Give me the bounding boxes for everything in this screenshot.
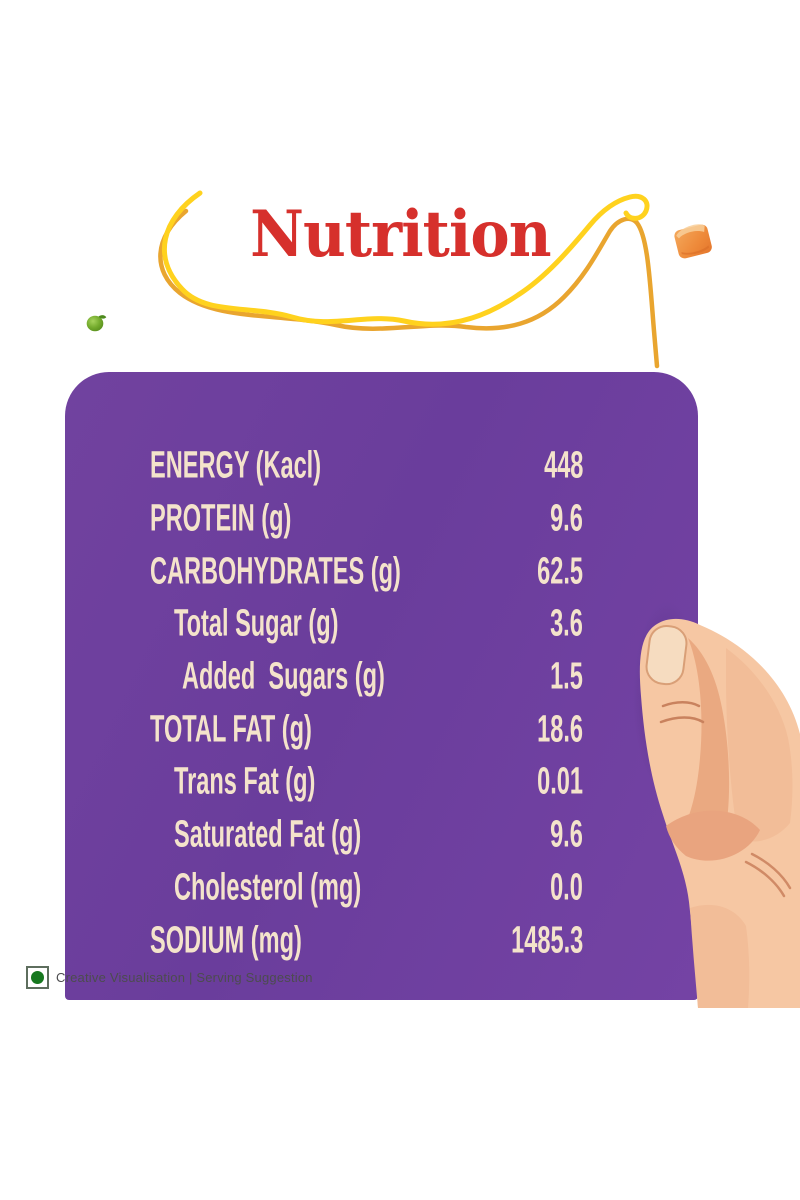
nutrient-label: Cholesterol (mg) xyxy=(174,866,362,909)
table-row: ENERGY (Kacl) 448 xyxy=(65,441,698,494)
footer: Creative Visualisation | Serving Suggest… xyxy=(26,965,313,989)
table-row: Trans Fat (g) 0.01 xyxy=(65,757,698,810)
nutrient-label: PROTEIN (g) xyxy=(150,497,292,540)
page-title: Nutrition xyxy=(249,197,552,272)
green-pea-icon xyxy=(86,315,107,332)
table-row: CARBOHYDRATES (g) 62.5 xyxy=(65,546,698,599)
nutrient-value: 62.5 xyxy=(537,550,583,593)
disclaimer-text: Creative Visualisation | Serving Suggest… xyxy=(56,969,313,985)
table-row: Saturated Fat (g) 9.6 xyxy=(65,810,698,863)
nutrient-value: 448 xyxy=(543,444,583,487)
veg-dot xyxy=(31,970,44,984)
nutrient-label: TOTAL FAT (g) xyxy=(150,708,312,751)
nutrient-label: ENERGY (Kacl) xyxy=(150,444,322,487)
table-row: TOTAL FAT (g) 18.6 xyxy=(65,704,698,757)
table-row: PROTEIN (g) 9.6 xyxy=(65,494,698,547)
nutrient-label: CARBOHYDRATES (g) xyxy=(150,550,401,593)
table-row: Cholesterol (mg) 0.0 xyxy=(65,863,698,916)
nutrient-value: 9.6 xyxy=(550,497,583,540)
table-row: Added Sugars (g) 1.5 xyxy=(65,652,698,705)
nutrient-value: 1485.3 xyxy=(510,919,583,962)
nutrient-value: 0.01 xyxy=(537,761,583,804)
hand-holding-panel-icon xyxy=(639,618,800,1008)
carrot-cube-icon xyxy=(674,224,712,259)
nutrient-value: 9.6 xyxy=(550,813,583,856)
nutrient-label: Added Sugars (g) xyxy=(182,655,385,698)
nutrient-label: Trans Fat (g) xyxy=(174,761,316,804)
nutrient-value: 3.6 xyxy=(550,603,583,646)
nutrient-value: 18.6 xyxy=(537,708,583,751)
nutrient-label: Total Sugar (g) xyxy=(174,603,339,646)
table-row: Total Sugar (g) 3.6 xyxy=(65,599,698,652)
table-row: SODIUM (mg) 1485.3 xyxy=(65,915,698,968)
vegetarian-mark-icon xyxy=(26,965,49,989)
nutrient-value: 1.5 xyxy=(550,655,583,698)
nutrient-label: Saturated Fat (g) xyxy=(174,813,362,856)
nutrition-table: ENERGY (Kacl) 448 PROTEIN (g) 9.6 CARBOH… xyxy=(65,441,698,968)
nutrition-panel: ENERGY (Kacl) 448 PROTEIN (g) 9.6 CARBOH… xyxy=(65,372,698,1000)
ribbon-squiggle-icon xyxy=(158,190,660,369)
nutrient-value: 0.0 xyxy=(550,866,583,909)
nutrient-label: SODIUM (mg) xyxy=(150,919,302,962)
